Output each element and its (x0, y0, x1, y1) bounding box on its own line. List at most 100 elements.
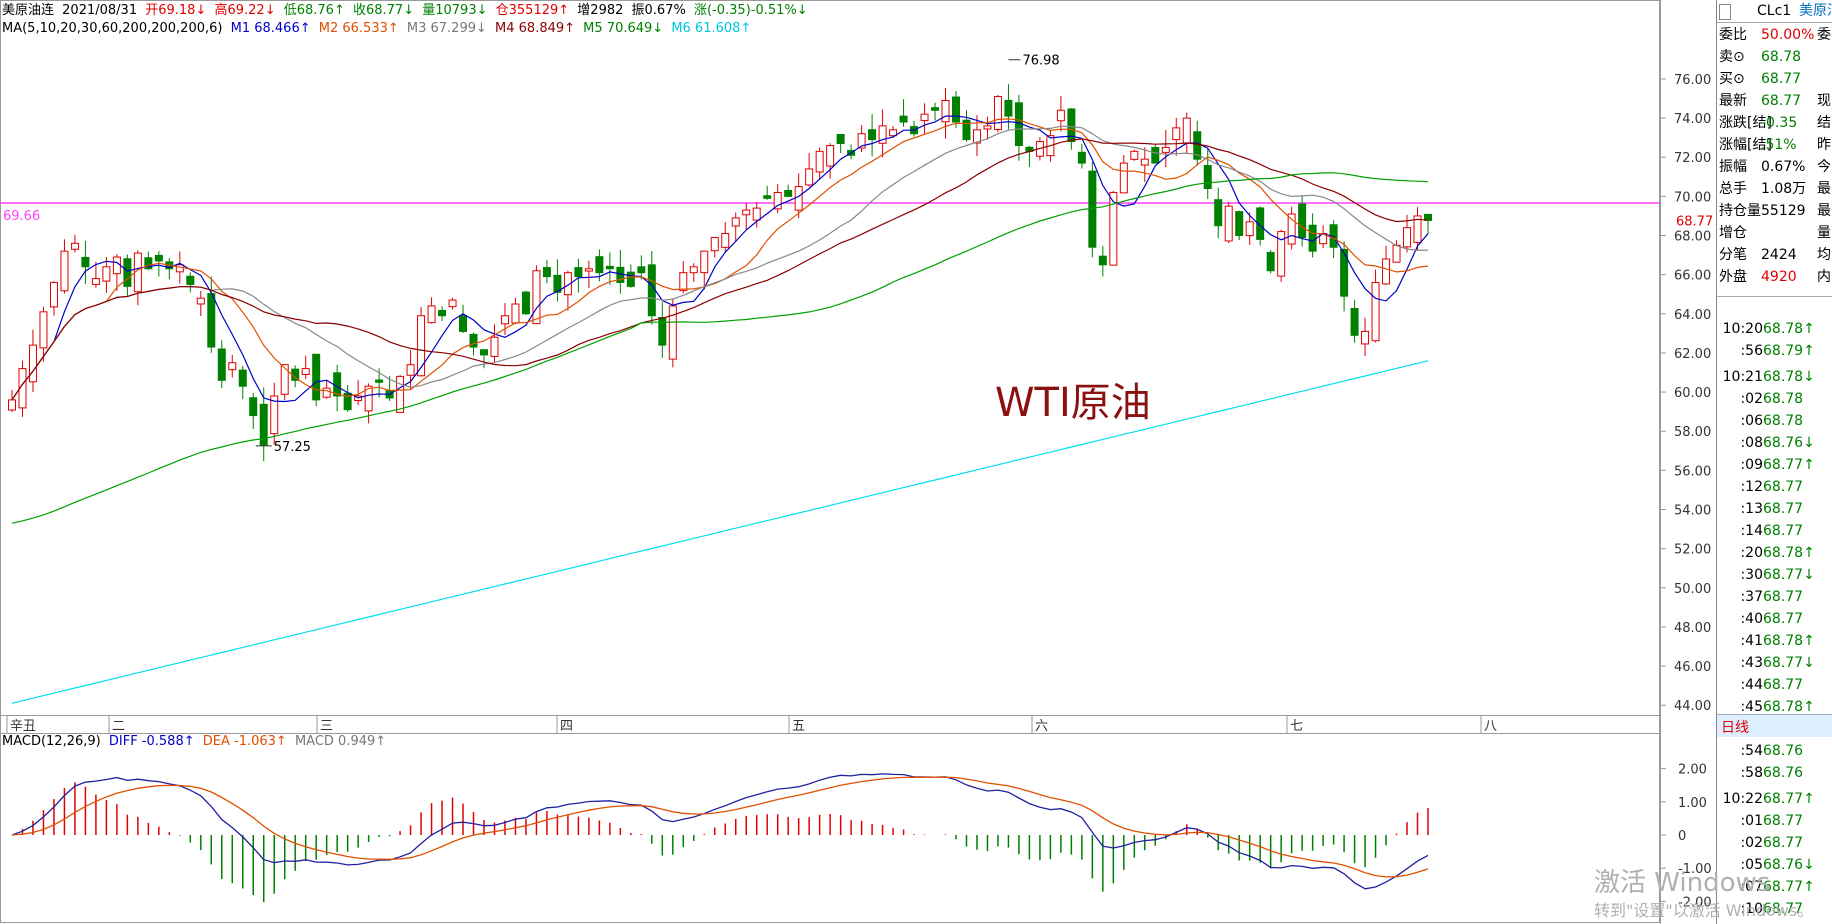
candle-up (112, 256, 121, 275)
period-button[interactable]: 日线 (1717, 714, 1832, 737)
month-label: 七 (1290, 719, 1303, 734)
price-tick-label: 62.00 (1674, 347, 1711, 362)
tick-price: 68.77 (1763, 901, 1804, 917)
candle-up (972, 129, 981, 144)
tick-price: 68.78↑ (1763, 321, 1815, 337)
quote-row-extra: 量 (1817, 225, 1831, 241)
candle-up (322, 387, 331, 398)
tick-row: :05 68.76↓ (1717, 854, 1832, 876)
price-info-line: 美原油连 2021/08/31 开69.18↓ 高69.22↓ 低68.76↑ … (2, 2, 812, 20)
macd-tick-label: -1.00 (1678, 862, 1712, 877)
candle-down (521, 291, 530, 315)
price-tick-label: 68.00 (1674, 230, 1711, 245)
tick-time: :58 (1740, 765, 1763, 781)
candle-up (700, 250, 709, 274)
oi-change-value: 增2982 (577, 3, 624, 18)
tick-time: :09 (1740, 457, 1763, 473)
quote-row-value: 68.77 (1761, 93, 1802, 109)
quote-row-label: 最新 (1719, 93, 1747, 109)
tick-time: :56 (1740, 343, 1763, 359)
tick-time: :13 (1740, 501, 1763, 517)
candle-down (763, 195, 772, 199)
price-tick-label: 54.00 (1674, 504, 1711, 519)
tick-price: 68.77↑ (1763, 791, 1815, 807)
tick-price: 68.77 (1763, 813, 1804, 829)
high-value: 高69.22↓ (214, 3, 276, 18)
tick-row: :08 68.76↓ (1717, 432, 1832, 454)
price-tick-label: 50.00 (1674, 582, 1711, 597)
quote-panel: CLc1 美原油 委比 50.00%委卖⊙ 68.78 买⊙ 68.77 最新 68.77 现… (1716, 0, 1832, 924)
tick-price: 68.78↑ (1763, 699, 1815, 715)
month-label: 五 (792, 719, 805, 734)
candle-up (889, 129, 898, 137)
candle-up (196, 297, 205, 305)
tick-price: 68.77 (1763, 523, 1804, 539)
quote-row: 振幅 0.67% 今 (1717, 156, 1832, 178)
tick-price: 68.76↓ (1763, 857, 1815, 873)
candle-up (1413, 215, 1422, 243)
tick-price: 68.77↓ (1763, 567, 1815, 583)
candle-up (773, 191, 782, 210)
quote-row-extra: 均 (1817, 247, 1831, 263)
candle-up (1119, 162, 1128, 194)
tick-price: 68.77 (1763, 611, 1804, 627)
price-tick-label: 48.00 (1674, 621, 1711, 636)
candle-up (983, 125, 992, 130)
tick-price: 68.77↑ (1763, 457, 1815, 473)
candle-up (1382, 258, 1391, 285)
quote-row-value: 55129 (1761, 203, 1806, 219)
candle-up (805, 168, 814, 186)
panel-toggle-icon[interactable] (1719, 4, 1731, 20)
price-tick-label: 70.00 (1674, 190, 1711, 205)
amplitude-value: 振0.67% (631, 3, 686, 18)
candle-down (784, 189, 793, 197)
tick-time: :45 (1740, 699, 1763, 715)
candle-down (217, 348, 226, 381)
candle-up (1371, 281, 1380, 342)
tick-row: :54 68.76 (1717, 740, 1832, 762)
candle-up (826, 144, 835, 167)
macd-dea: DEA -1.063↑ (202, 734, 287, 749)
tick-time: :40 (1740, 611, 1763, 627)
bar-date: 2021/08/31 (62, 3, 138, 18)
instrument-name: 美原油连 (2, 3, 55, 18)
quote-row-extra: 内 (1817, 269, 1831, 285)
tick-price: 68.77↓ (1763, 655, 1815, 671)
candle-down (259, 403, 268, 446)
quote-row-label: 涨幅[结] (1719, 137, 1772, 153)
macd-panel-frame (0, 733, 1660, 923)
month-label: 八 (1484, 719, 1497, 734)
ma30-line (11, 138, 1429, 401)
quote-row: 买⊙ 68.77 (1717, 68, 1832, 90)
quote-row-value: 4920 (1761, 269, 1797, 285)
candle-up (49, 281, 58, 308)
quote-row-value: 0.67% (1761, 159, 1806, 175)
candle-down (207, 293, 216, 348)
candle-up (721, 233, 730, 248)
candle-down (952, 96, 960, 123)
candle-up (18, 368, 27, 409)
candle-down (144, 257, 153, 270)
month-label: 二 (112, 719, 125, 734)
month-label: 三 (320, 719, 333, 734)
tick-row: :02 68.77 (1717, 832, 1832, 854)
ma200-line (11, 360, 1429, 704)
candle-down (1340, 248, 1349, 297)
tick-price: 68.77 (1763, 589, 1804, 605)
tick-row: :43 68.77↓ (1717, 652, 1832, 674)
candle-down (1151, 146, 1160, 164)
price-tick-label: 60.00 (1674, 386, 1711, 401)
low-value: 低68.76↑ (283, 3, 345, 18)
quote-row-value: -0.35 (1761, 115, 1798, 131)
quote-row-value: 68.77 (1761, 71, 1802, 87)
tick-price: 68.78↓ (1763, 369, 1815, 385)
candle-up (1140, 158, 1149, 166)
candle-down (1004, 99, 1013, 117)
month-label: 六 (1035, 719, 1048, 734)
tick-price: 68.76 (1763, 743, 1804, 759)
quote-symbol: CLc1 (1757, 3, 1792, 19)
tick-time: :06 (1740, 413, 1763, 429)
price-tick-label: 76.00 (1674, 73, 1711, 88)
ma-m5: M5 70.649↓ (583, 21, 664, 36)
candle-up (815, 150, 824, 173)
